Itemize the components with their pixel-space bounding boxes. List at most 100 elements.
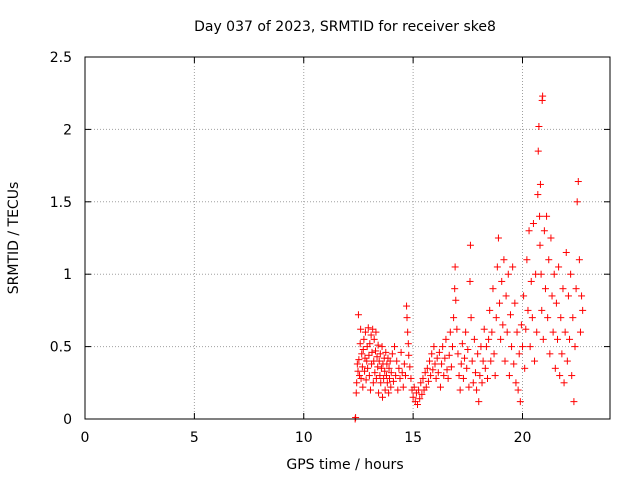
data-point — [439, 343, 447, 351]
data-point — [403, 302, 411, 310]
data-point — [538, 306, 546, 314]
data-point — [365, 372, 373, 380]
data-point — [386, 357, 394, 365]
data-point — [500, 256, 508, 264]
data-point — [514, 386, 522, 394]
data-point — [576, 328, 584, 336]
data-point — [476, 372, 484, 380]
data-point — [359, 345, 367, 353]
data-point — [361, 354, 369, 362]
data-point — [404, 340, 412, 348]
data-point — [506, 311, 514, 319]
data-point — [359, 383, 367, 391]
x-tick-label: 20 — [514, 430, 532, 446]
data-point — [419, 374, 427, 382]
data-point — [455, 372, 463, 380]
data-point — [388, 350, 396, 358]
data-point — [426, 357, 434, 365]
data-point — [362, 376, 370, 384]
x-axis-label: GPS time / hours — [286, 457, 403, 473]
data-point — [484, 374, 491, 382]
data-point — [447, 363, 455, 371]
data-point — [381, 386, 389, 394]
data-point — [548, 292, 556, 300]
data-point — [543, 212, 551, 220]
data-point — [482, 343, 490, 351]
data-point — [354, 311, 362, 319]
data-point — [375, 357, 383, 365]
data-point — [431, 360, 439, 368]
data-point — [521, 364, 529, 372]
data-point — [372, 374, 380, 382]
data-point — [451, 263, 459, 271]
data-point — [445, 351, 453, 359]
data-point — [519, 343, 526, 351]
data-point — [430, 343, 438, 351]
data-point — [550, 270, 558, 278]
data-point — [517, 321, 525, 329]
data-point — [479, 357, 487, 365]
data-point — [400, 360, 408, 368]
data-point — [391, 343, 399, 351]
data-point — [380, 374, 388, 382]
data-point — [375, 389, 383, 397]
data-point — [501, 357, 509, 365]
data-point — [386, 374, 393, 382]
data-point — [502, 292, 510, 300]
data-point — [478, 379, 486, 387]
data-point — [356, 372, 364, 380]
data-point — [496, 299, 504, 307]
data-point — [481, 364, 489, 372]
data-point — [516, 398, 524, 406]
plot-frame — [84, 56, 611, 420]
data-point — [365, 351, 373, 359]
data-point — [438, 360, 446, 368]
data-point — [401, 372, 409, 380]
data-point — [414, 401, 421, 409]
data-point — [555, 263, 563, 271]
data-point — [533, 328, 541, 336]
data-point — [416, 395, 424, 403]
chart-title: Day 037 of 2023, SRMTID for receiver ske… — [194, 19, 496, 35]
y-tick-label: 1 — [63, 267, 72, 283]
data-point — [381, 367, 389, 375]
data-point — [452, 296, 460, 304]
data-point — [513, 328, 521, 336]
data-point — [443, 366, 451, 374]
data-point — [382, 372, 390, 380]
data-point — [382, 348, 390, 356]
data-point — [492, 314, 500, 322]
data-point — [385, 389, 393, 397]
data-point — [511, 299, 519, 307]
data-point — [427, 372, 435, 380]
data-point — [505, 372, 513, 380]
data-point — [397, 348, 405, 356]
data-point — [377, 364, 385, 372]
data-point — [355, 356, 363, 364]
data-point — [366, 386, 374, 394]
data-point — [379, 393, 386, 401]
data-point — [535, 123, 543, 131]
data-point — [578, 292, 586, 300]
data-point — [369, 325, 377, 333]
data-point — [374, 341, 382, 349]
data-point — [536, 212, 544, 220]
data-point — [394, 386, 402, 394]
data-point — [407, 374, 415, 382]
data-point — [373, 353, 381, 361]
data-point — [462, 328, 470, 336]
data-point — [546, 350, 554, 358]
data-point — [361, 367, 369, 375]
data-point — [417, 379, 425, 387]
data-point — [372, 328, 380, 336]
data-point — [374, 363, 382, 371]
data-point — [545, 256, 553, 264]
data-point — [423, 364, 431, 372]
data-point — [485, 335, 493, 343]
data-point — [377, 379, 385, 387]
data-point — [562, 248, 570, 256]
data-point — [446, 328, 454, 336]
data-point — [522, 325, 530, 333]
data-point — [450, 314, 458, 322]
